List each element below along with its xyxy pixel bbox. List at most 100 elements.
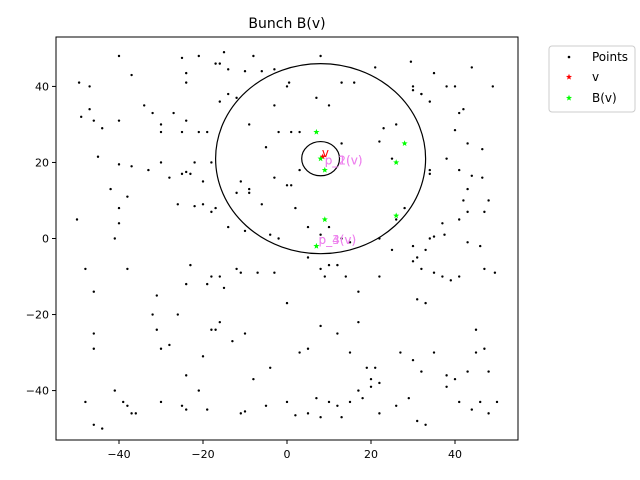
data-point <box>273 176 276 179</box>
data-point <box>210 328 213 331</box>
data-point <box>336 332 339 335</box>
data-point <box>474 351 478 354</box>
data-point <box>260 70 263 73</box>
data-point <box>458 275 461 278</box>
data-point <box>285 400 289 404</box>
data-point <box>443 233 446 236</box>
data-point <box>168 343 171 347</box>
bunch-point <box>321 166 328 173</box>
data-point <box>248 191 251 195</box>
data-point <box>206 130 209 134</box>
data-point <box>185 71 188 75</box>
x-tick-label: 40 <box>448 448 462 461</box>
data-point <box>134 412 137 415</box>
data-point <box>101 127 104 130</box>
data-point <box>210 210 213 214</box>
data-point <box>466 370 469 373</box>
data-point <box>130 412 133 415</box>
data-point <box>428 100 431 103</box>
data-point <box>327 225 331 229</box>
data-point <box>445 157 448 160</box>
y-tick-label: 0 <box>42 233 49 246</box>
data-point <box>411 260 415 263</box>
data-point <box>424 423 427 426</box>
data-point <box>201 355 205 358</box>
data-point <box>378 412 381 415</box>
data-point <box>487 370 490 373</box>
data-point <box>458 218 461 221</box>
data-point <box>441 275 444 278</box>
data-point <box>218 100 221 103</box>
x-tick-label: −20 <box>191 448 214 461</box>
data-point <box>231 339 234 343</box>
data-point <box>361 396 364 400</box>
data-point <box>185 81 188 84</box>
annotation-label: p_3(v) <box>319 233 357 247</box>
data-point <box>168 176 171 179</box>
data-point <box>306 347 310 350</box>
data-point <box>252 377 255 381</box>
data-point <box>176 203 179 206</box>
data-point <box>420 92 423 96</box>
data-point <box>481 176 484 179</box>
data-point <box>340 81 343 84</box>
data-point <box>395 218 398 221</box>
data-point <box>390 248 394 252</box>
data-point <box>466 210 469 214</box>
data-point <box>117 119 121 122</box>
data-point <box>428 237 431 240</box>
data-point <box>432 71 436 75</box>
data-point <box>420 370 423 373</box>
data-point <box>474 328 478 331</box>
data-point <box>84 267 87 271</box>
data-point <box>197 130 200 134</box>
data-point <box>185 374 188 377</box>
data-point <box>357 290 360 293</box>
data-point <box>319 324 322 328</box>
data-point <box>193 204 196 208</box>
data-point <box>218 320 221 324</box>
data-point <box>353 81 356 84</box>
data-point <box>483 267 486 271</box>
data-point <box>201 180 205 183</box>
data-point <box>445 385 448 388</box>
data-point <box>285 85 289 88</box>
data-point <box>479 244 482 248</box>
data-point <box>92 347 96 350</box>
data-point <box>193 161 196 164</box>
data-point <box>458 168 461 172</box>
data-point <box>470 66 473 69</box>
legend-label-points: Points <box>592 50 628 64</box>
data-point <box>319 233 322 236</box>
data-point <box>151 313 154 316</box>
data-point <box>409 60 413 63</box>
data-point <box>306 256 310 259</box>
data-point <box>294 206 297 210</box>
y-tick-label: −40 <box>26 385 49 398</box>
data-point <box>287 81 291 84</box>
data-point <box>210 275 213 278</box>
data-point <box>298 351 301 354</box>
y-axis: −40 −20 0 20 40 <box>26 80 56 398</box>
data-point <box>92 423 96 426</box>
data-point <box>239 271 242 274</box>
data-point <box>416 419 419 423</box>
data-point <box>176 313 179 316</box>
data-point <box>185 408 188 411</box>
data-point <box>428 172 431 176</box>
data-point <box>424 248 427 252</box>
data-point <box>273 68 276 71</box>
plot-frame <box>55 36 519 441</box>
data-point <box>218 275 221 278</box>
data-point <box>357 389 360 392</box>
data-point <box>432 271 436 274</box>
data-point <box>185 119 188 122</box>
data-point <box>323 275 326 278</box>
data-point <box>113 389 117 392</box>
outer-circle <box>215 63 427 255</box>
legend-marker-bv <box>565 94 573 101</box>
annotation-label: v <box>322 146 329 160</box>
data-point <box>327 400 331 404</box>
data-point <box>479 400 482 404</box>
